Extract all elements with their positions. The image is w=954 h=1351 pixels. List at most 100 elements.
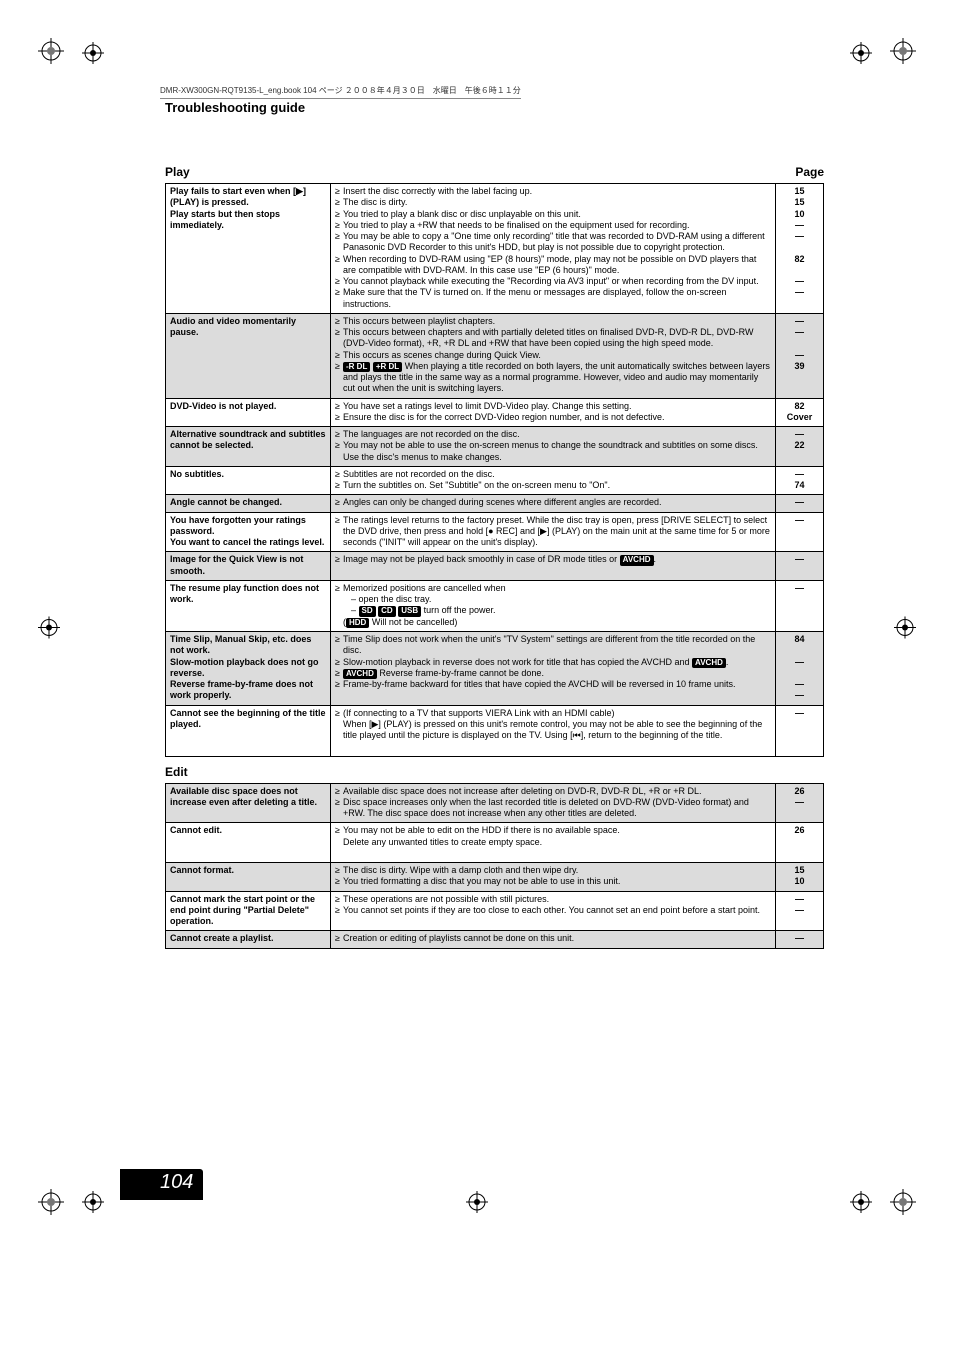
troubleshooting-table: Available disc space does not increase e… — [165, 783, 824, 949]
cause-cell: The ratings level returns to the factory… — [331, 512, 776, 552]
cause-item: You tried formatting a disc that you may… — [335, 876, 771, 887]
cause-item: Available disc space does not increase a… — [335, 786, 771, 797]
crop-mark — [38, 1189, 64, 1222]
symptom-cell: Play fails to start even when [▶] (PLAY)… — [166, 184, 331, 314]
cause-item: You tried to play a +RW that needs to be… — [335, 220, 771, 231]
page-title: Troubleshooting guide — [165, 100, 824, 115]
symptom-cell: Angle cannot be changed. — [166, 495, 331, 512]
page-ref-cell: —74 — [776, 466, 824, 495]
cause-item: Insert the disc correctly with the label… — [335, 186, 771, 197]
section-page-label: Page — [774, 165, 824, 179]
page-ref-cell: — — [776, 512, 824, 552]
table-row: DVD-Video is not played. You have set a r… — [166, 398, 824, 427]
page-ref-cell: —— —39 — [776, 313, 824, 398]
doc-code: RQT9135 — [127, 1170, 157, 1177]
table-row: Available disc space does not increase e… — [166, 783, 824, 823]
cause-item: This occurs between playlist chapters. — [335, 316, 771, 327]
page-ref-cell: — — [776, 705, 824, 756]
table-row: Cannot create a playlist. Creation or edi… — [166, 931, 824, 948]
cause-cell: (If connecting to a TV that supports VIE… — [331, 705, 776, 756]
registration-mark — [38, 616, 60, 643]
cause-item: These operations are not possible with s… — [335, 894, 771, 905]
cause-item: You may not be able to use the on-screen… — [335, 440, 771, 463]
page-ref-cell: 82Cover — [776, 398, 824, 427]
cause-item: Disc space increases only when the last … — [335, 797, 771, 820]
symptom-cell: Time Slip, Manual Skip, etc. does not wo… — [166, 632, 331, 706]
cause-cell: The languages are not recorded on the di… — [331, 427, 776, 467]
table-row: Cannot mark the start point or the end p… — [166, 891, 824, 931]
symptom-cell: No subtitles. — [166, 466, 331, 495]
cause-cell: Creation or editing of playlists cannot … — [331, 931, 776, 948]
crop-mark — [890, 38, 916, 71]
table-row: Audio and video momentarily pause.This o… — [166, 313, 824, 398]
table-row: The resume play function does not work.M… — [166, 580, 824, 631]
symptom-cell: You have forgotten your ratings password… — [166, 512, 331, 552]
registration-mark — [894, 616, 916, 643]
table-row: Angle cannot be changed.Angles can only … — [166, 495, 824, 512]
cause-item: You may be able to copy a "One time only… — [335, 231, 771, 254]
symptom-cell: Cannot mark the start point or the end p… — [166, 891, 331, 931]
crop-mark — [38, 38, 64, 71]
cause-cell: Image may not be played back smoothly in… — [331, 552, 776, 581]
section-header: PlayPage — [165, 165, 824, 179]
symptom-cell: Audio and video momentarily pause. — [166, 313, 331, 398]
page-ref-cell: 1510 — [776, 863, 824, 892]
registration-row-top — [82, 42, 872, 69]
table-row: Cannot format. The disc is dirty. Wipe wi… — [166, 863, 824, 892]
cause-item: This occurs between chapters and with pa… — [335, 327, 771, 350]
table-row: Image for the Quick View is not smooth. I… — [166, 552, 824, 581]
cause-cell: You may not be able to edit on the HDD i… — [331, 823, 776, 863]
table-row: No subtitles.Subtitles are not recorded … — [166, 466, 824, 495]
page-ref-cell: —— — [776, 891, 824, 931]
section-title: Edit — [165, 765, 774, 779]
cause-cell: Available disc space does not increase a… — [331, 783, 776, 823]
cause-item: The disc is dirty. — [335, 197, 771, 208]
cause-item: The disc is dirty. Wipe with a damp clot… — [335, 865, 771, 876]
table-row: Time Slip, Manual Skip, etc. does not wo… — [166, 632, 824, 706]
cause-item: The ratings level returns to the factory… — [335, 515, 771, 549]
cause-item: Subtitles are not recorded on the disc. — [335, 469, 771, 480]
section-title: Play — [165, 165, 774, 179]
page-ref-cell: —22 — [776, 427, 824, 467]
symptom-cell: DVD-Video is not played. — [166, 398, 331, 427]
symptom-cell: Cannot format. — [166, 863, 331, 892]
cause-cell: Angles can only be changed during scenes… — [331, 495, 776, 512]
cause-item: Image may not be played back smoothly in… — [335, 554, 771, 565]
cause-item: (If connecting to a TV that supports VIE… — [335, 708, 771, 742]
table-row: You have forgotten your ratings password… — [166, 512, 824, 552]
cause-item: You tried to play a blank disc or disc u… — [335, 209, 771, 220]
cause-cell: These operations are not possible with s… — [331, 891, 776, 931]
cause-item: The languages are not recorded on the di… — [335, 429, 771, 440]
symptom-cell: Alternative soundtrack and subtitles can… — [166, 427, 331, 467]
symptom-cell: Cannot see the beginning of the title pl… — [166, 705, 331, 756]
cause-item: This occurs as scenes change during Quic… — [335, 350, 771, 361]
symptom-cell: Cannot edit. — [166, 823, 331, 863]
crop-mark — [890, 1189, 916, 1222]
symptom-cell: Cannot create a playlist. — [166, 931, 331, 948]
cause-cell: Subtitles are not recorded on the disc.T… — [331, 466, 776, 495]
symptom-cell: Image for the Quick View is not smooth. — [166, 552, 331, 581]
cause-item: Turn the subtitles on. Set "Subtitle" on… — [335, 480, 771, 491]
cause-item: You have set a ratings level to limit DV… — [335, 401, 771, 412]
page-ref-cell: — — [776, 580, 824, 631]
table-row: Cannot edit.You may not be able to edit … — [166, 823, 824, 863]
cause-cell: Time Slip does not work when the unit's … — [331, 632, 776, 706]
cause-cell: Insert the disc correctly with the label… — [331, 184, 776, 314]
cause-item: Creation or editing of playlists cannot … — [335, 933, 771, 944]
cause-cell: This occurs between playlist chapters.Th… — [331, 313, 776, 398]
cause-item: You may not be able to edit on the HDD i… — [335, 825, 771, 848]
cause-item: You cannot set points if they are too cl… — [335, 905, 771, 916]
page-ref-cell: — — [776, 552, 824, 581]
page-ref-cell: 26— — [776, 783, 824, 823]
cause-item: Make sure that the TV is turned on. If t… — [335, 287, 771, 310]
symptom-cell: Available disc space does not increase e… — [166, 783, 331, 823]
page-ref-cell: 84 — —— — [776, 632, 824, 706]
cause-item: When recording to DVD-RAM using "EP (8 h… — [335, 254, 771, 277]
cause-cell: You have set a ratings level to limit DV… — [331, 398, 776, 427]
page-ref-cell: 151510—— 82 —— — [776, 184, 824, 314]
cause-item: -R DL +R DL When playing a title recorde… — [335, 361, 771, 395]
page-ref-cell: — — [776, 931, 824, 948]
page-ref-cell: 26 — [776, 823, 824, 863]
table-row: Cannot see the beginning of the title pl… — [166, 705, 824, 756]
cause-cell: The disc is dirty. Wipe with a damp clot… — [331, 863, 776, 892]
